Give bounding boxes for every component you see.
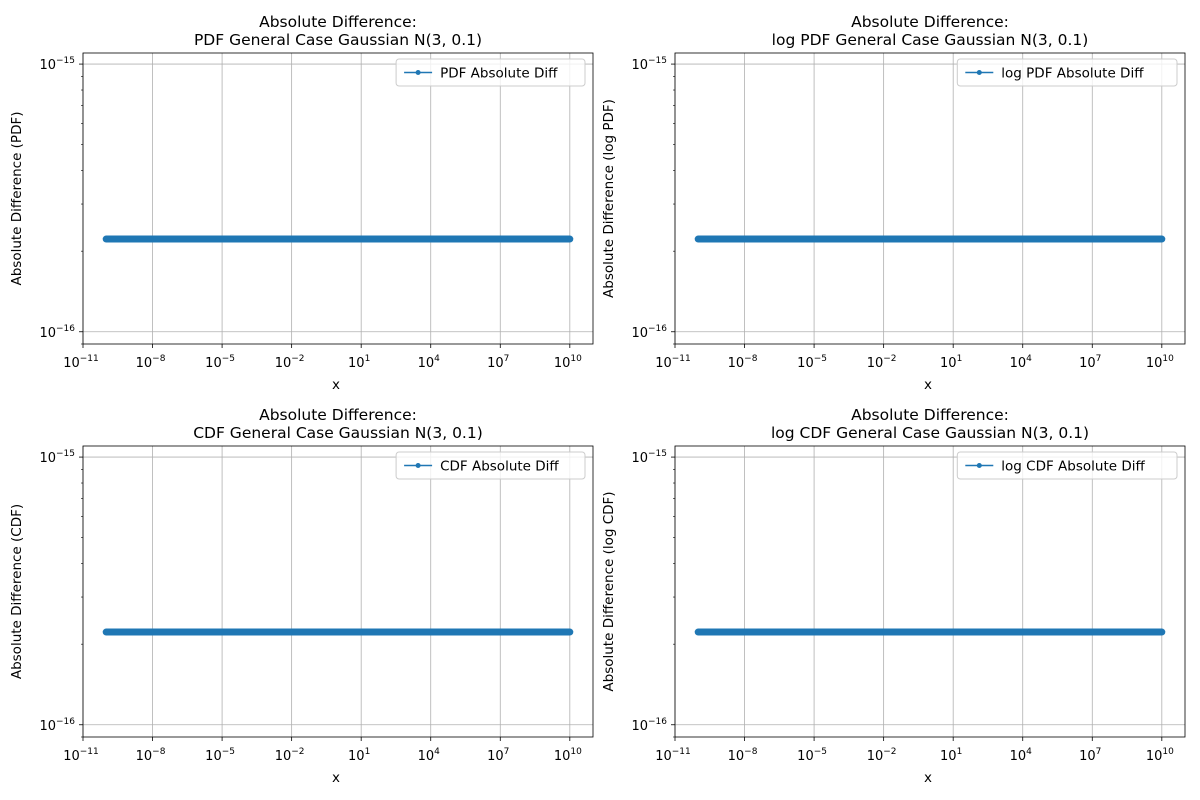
x-tick-label: 10−11 (655, 354, 691, 371)
x-tick-label: 10−8 (728, 354, 758, 371)
x-tick-label: 1010 (554, 354, 582, 371)
legend-label: PDF Absolute Diff (440, 66, 558, 82)
x-tick-label: 10−5 (797, 747, 827, 764)
x-tick-label: 101 (940, 747, 962, 764)
x-tick-label: 1010 (1146, 354, 1174, 371)
y-axis-label: Absolute Difference (log CDF) (601, 491, 617, 691)
chart-title-line-1: Absolute Difference: (259, 13, 417, 31)
x-tick-label: 107 (1079, 354, 1101, 371)
x-tick-label: 104 (418, 354, 441, 371)
x-tick-label: 10−8 (136, 354, 166, 371)
chart-title-line-2: CDF General Case Gaussian N(3, 0.1) (193, 424, 483, 442)
legend-marker (976, 463, 982, 468)
y-tick-label: 10−16 (39, 324, 75, 341)
chart-title-line-2: log PDF General Case Gaussian N(3, 0.1) (772, 31, 1089, 49)
subplot-3: 10−11 10−8 10−5 10−2 101 104 107 1010 10−16 10−15… (9, 406, 594, 786)
y-tick-label: 10−15 (631, 56, 667, 73)
x-tick-label: 104 (418, 747, 441, 764)
x-tick-label: 107 (1079, 747, 1101, 764)
x-tick-label: 107 (487, 747, 509, 764)
x-tick-label: 104 (1010, 354, 1033, 371)
subplot-1: 10−11 10−8 10−5 10−2 101 104 107 1010 10−16 10−15… (9, 13, 594, 393)
chart-title-line-2: log CDF General Case Gaussian N(3, 0.1) (771, 424, 1089, 442)
legend-marker (976, 70, 982, 75)
x-tick-label: 107 (487, 354, 509, 371)
x-tick-label: 10−11 (655, 747, 691, 764)
x-axis-label: x (332, 770, 340, 786)
legend: log CDF Absolute Diff (956, 451, 1178, 480)
legend-box (395, 451, 586, 480)
x-tick-label: 104 (1010, 747, 1033, 764)
axes-frame (674, 445, 1186, 738)
legend: PDF Absolute Diff (395, 58, 586, 87)
y-axis-label: Absolute Difference (CDF) (9, 504, 25, 679)
subplot-2: 10−11 10−8 10−5 10−2 101 104 107 1010 10−16 10−15… (601, 13, 1186, 393)
y-tick-label: 10−16 (631, 717, 667, 734)
axes-frame (674, 52, 1186, 345)
chart-title-line-1: Absolute Difference: (851, 13, 1009, 31)
x-axis-label: x (332, 377, 340, 393)
x-tick-label: 101 (348, 747, 370, 764)
legend: log PDF Absolute Diff (956, 58, 1178, 87)
y-tick-label: 10−15 (39, 56, 75, 73)
y-tick-label: 10−16 (39, 717, 75, 734)
axes-frame (82, 445, 594, 738)
y-axis-label: Absolute Difference (PDF) (9, 111, 25, 285)
y-tick-label: 10−16 (631, 324, 667, 341)
x-tick-label: 101 (348, 354, 370, 371)
x-tick-label: 10−2 (867, 747, 897, 764)
x-tick-label: 10−5 (205, 354, 235, 371)
x-tick-label: 10−2 (275, 354, 305, 371)
x-tick-label: 10−8 (728, 747, 758, 764)
x-tick-label: 10−5 (797, 354, 827, 371)
chart-title-line-2: PDF General Case Gaussian N(3, 0.1) (194, 31, 482, 49)
legend-marker (415, 463, 421, 468)
axes-frame (82, 52, 594, 345)
legend: CDF Absolute Diff (395, 451, 586, 480)
chart-title-line-1: Absolute Difference: (259, 406, 417, 424)
x-tick-label: 10−5 (205, 747, 235, 764)
legend-box (956, 58, 1178, 87)
x-tick-label: 10−8 (136, 747, 166, 764)
subplot-4: 10−11 10−8 10−5 10−2 101 104 107 1010 10−16 10−15… (601, 406, 1186, 786)
x-axis-label: x (924, 770, 932, 786)
legend-marker (415, 70, 421, 75)
chart-title-line-1: Absolute Difference: (851, 406, 1009, 424)
legend-box (395, 58, 586, 87)
y-tick-label: 10−15 (631, 449, 667, 466)
x-tick-label: 10−11 (63, 354, 99, 371)
x-tick-label: 10−11 (63, 747, 99, 764)
legend-label: log PDF Absolute Diff (1001, 66, 1144, 82)
y-axis-label: Absolute Difference (log PDF) (601, 99, 617, 298)
y-tick-label: 10−15 (39, 449, 75, 466)
x-tick-label: 10−2 (867, 354, 897, 371)
x-tick-label: 10−2 (275, 747, 305, 764)
legend-label: CDF Absolute Diff (440, 459, 559, 475)
x-axis-label: x (924, 377, 932, 393)
x-tick-label: 101 (940, 354, 962, 371)
x-tick-label: 1010 (1146, 747, 1174, 764)
x-tick-label: 1010 (554, 747, 582, 764)
legend-label: log CDF Absolute Diff (1001, 459, 1145, 475)
legend-box (956, 451, 1178, 480)
